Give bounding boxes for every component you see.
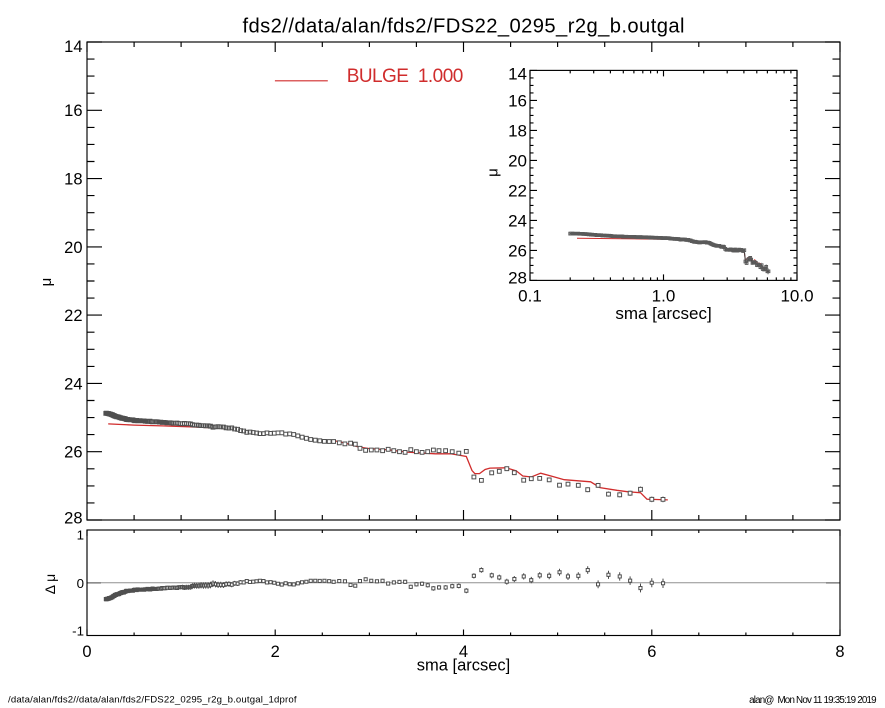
- svg-text:-1: -1: [72, 623, 84, 638]
- svg-text:/data/alan/fds2//data/alan/fds: /data/alan/fds2//data/alan/fds2/FDS22_02…: [8, 695, 297, 706]
- svg-text:24: 24: [508, 211, 527, 230]
- svg-text:18: 18: [508, 121, 527, 140]
- svg-text:1.0: 1.0: [652, 286, 676, 305]
- svg-text:24: 24: [64, 375, 82, 393]
- svg-text:μ: μ: [38, 278, 55, 287]
- svg-text:2: 2: [271, 643, 280, 661]
- svg-text:4: 4: [459, 643, 468, 661]
- svg-text:20: 20: [508, 151, 527, 170]
- svg-text:0: 0: [82, 643, 91, 661]
- svg-text:26: 26: [64, 444, 82, 462]
- svg-text:alan@ Mon Nov 11 19:35:19 201: alan@ Mon Nov 11 19:35:19 2019: [749, 695, 877, 706]
- svg-text:6: 6: [647, 643, 656, 661]
- svg-text:14: 14: [64, 38, 82, 56]
- svg-text:sma [arcsec]: sma [arcsec]: [417, 656, 511, 674]
- svg-text:28: 28: [64, 509, 82, 527]
- svg-text:20: 20: [64, 239, 82, 257]
- svg-text:sma [arcsec]: sma [arcsec]: [615, 304, 711, 323]
- svg-text:28: 28: [508, 268, 527, 287]
- svg-text:22: 22: [508, 181, 527, 200]
- svg-text:BULGE 1.000: BULGE 1.000: [347, 66, 464, 87]
- svg-text:Δ μ: Δ μ: [42, 574, 58, 595]
- svg-text:1: 1: [77, 527, 84, 542]
- svg-text:14: 14: [508, 65, 527, 84]
- svg-text:22: 22: [64, 307, 82, 325]
- svg-text:fds2//data/alan/fds2/FDS22_029: fds2//data/alan/fds2/FDS22_0295_r2g_b.ou…: [243, 15, 685, 37]
- svg-text:0.1: 0.1: [518, 286, 542, 305]
- svg-text:16: 16: [64, 102, 82, 120]
- svg-text:μ: μ: [485, 168, 502, 177]
- svg-text:8: 8: [835, 643, 844, 661]
- svg-text:26: 26: [508, 241, 527, 260]
- svg-text:10.0: 10.0: [780, 286, 813, 305]
- svg-text:16: 16: [508, 91, 527, 110]
- svg-text:0: 0: [77, 576, 84, 591]
- svg-text:18: 18: [64, 171, 82, 189]
